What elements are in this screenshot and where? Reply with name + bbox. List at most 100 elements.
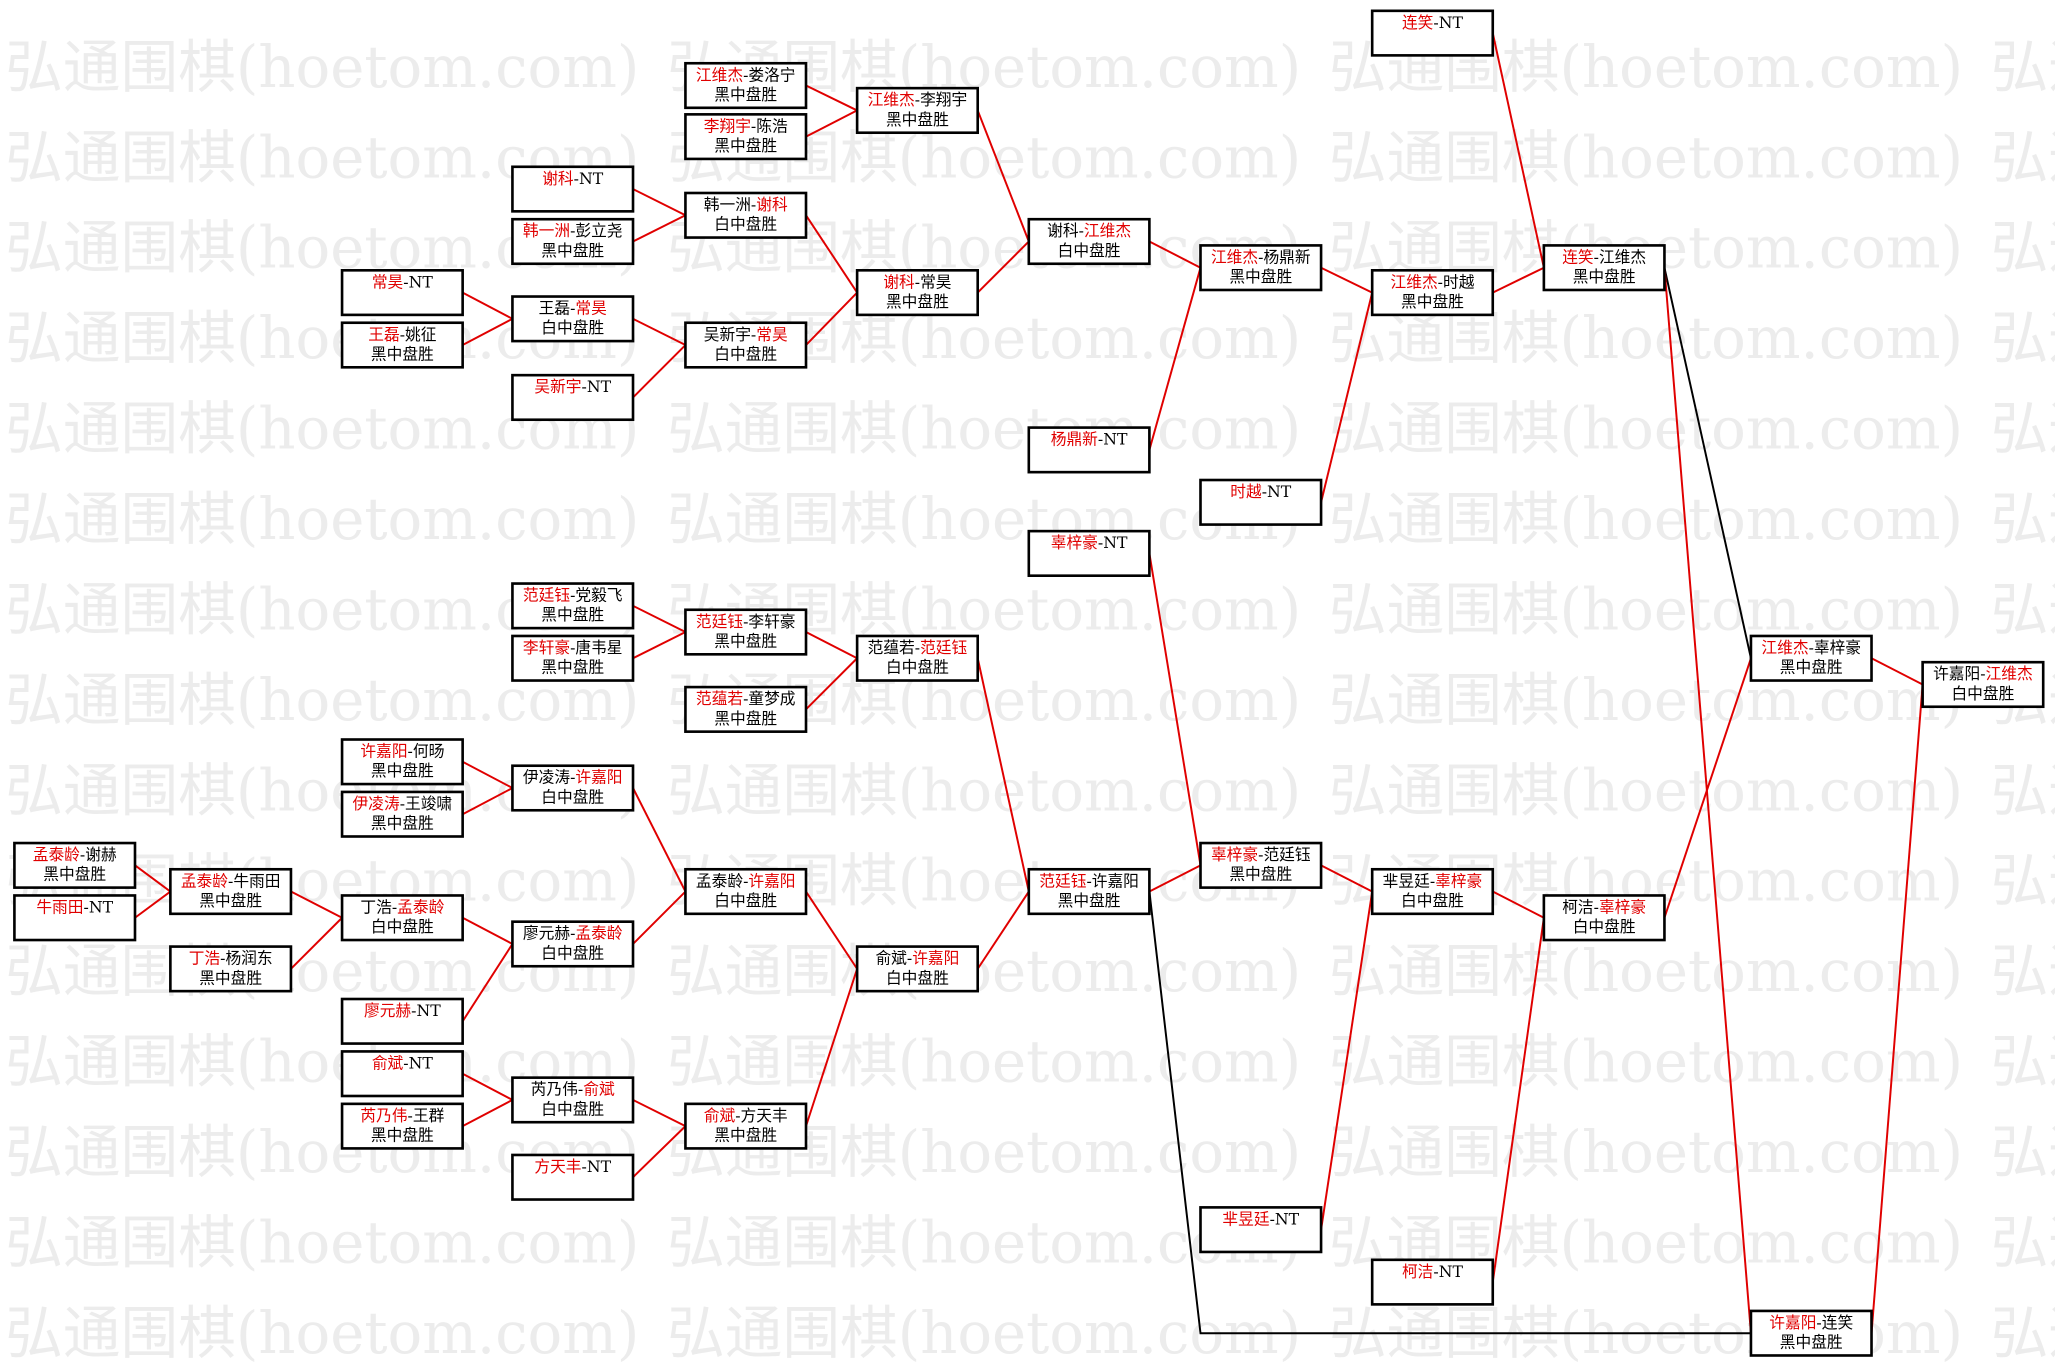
match-result: 白中盘胜 [714, 344, 777, 363]
match-players: 芮乃伟-俞斌 [531, 1080, 615, 1099]
separator: - [1980, 664, 1985, 683]
match-result: 黑中盘胜 [1401, 292, 1464, 311]
match-box: 方天丰-NT [511, 1153, 635, 1201]
match-result: 白中盘胜 [541, 943, 604, 962]
separator: - [1438, 272, 1443, 291]
connector-line [632, 1099, 686, 1128]
match-players: 吴新宇-NT [534, 377, 611, 396]
player-name: 辜梓豪 [1051, 533, 1098, 552]
player-name: 许嘉阳 [1933, 664, 1980, 683]
match-players: 江维杰-辜梓豪 [1761, 638, 1861, 657]
match-players: 伊凌涛-王竣啸 [353, 794, 453, 813]
separator: - [1433, 13, 1438, 32]
player-name: 吴新宇 [534, 377, 581, 396]
player-name: NT [1103, 533, 1128, 552]
match-result: 黑中盘胜 [199, 968, 262, 987]
bracket-connectors [134, 32, 1924, 1335]
player-name: 许嘉阳 [1092, 871, 1139, 890]
player-name: 杨润东 [225, 949, 272, 968]
match-players: 廖元赫-孟泰龄 [523, 924, 623, 943]
match-box: 廖元赫-NT [340, 997, 464, 1045]
match-result: 黑中盘胜 [371, 814, 434, 833]
watermark-text: 弘通围棋(hoetom.com) [667, 937, 1301, 1005]
match-players: 江维杰-杨鼎新 [1211, 247, 1311, 266]
match-result: 黑中盘胜 [714, 709, 777, 728]
watermark-text: 弘通围棋(hoetom.com) [667, 1299, 1301, 1365]
player-name: 范廷钰 [1039, 871, 1086, 890]
separator: - [1594, 247, 1599, 266]
connector-line [632, 317, 686, 346]
separator: - [735, 1106, 740, 1125]
match-result: 黑中盘胜 [1573, 267, 1636, 286]
player-name: 常昊 [756, 325, 788, 344]
connector-line [632, 631, 686, 660]
player-name: 王磊 [368, 325, 399, 344]
player-name: 芮乃伟 [360, 1106, 407, 1125]
player-name: 王群 [413, 1106, 445, 1125]
match-result: 黑中盘胜 [541, 658, 604, 677]
player-name: NT [587, 377, 612, 396]
player-name: 方天丰 [534, 1157, 581, 1176]
watermark-text: 弘通围棋(hoetom.com) [1991, 937, 2055, 1005]
player-name: 姚征 [405, 325, 437, 344]
player-name: 范蕴若 [696, 689, 743, 708]
match-players: 范廷钰-党毅飞 [523, 586, 623, 605]
player-name: 谢科 [756, 195, 788, 214]
match-result: 黑中盘胜 [43, 865, 106, 884]
match-players: 许嘉阳-江维杰 [1933, 664, 2033, 683]
match-box: 牛雨田-NT [13, 894, 137, 942]
player-name: 孟泰龄 [397, 898, 444, 917]
match-players: 芮乃伟-王群 [360, 1106, 444, 1125]
match-players: 辜梓豪-范廷钰 [1211, 845, 1311, 864]
connector-line [1148, 891, 1751, 1335]
watermark-text: 弘通围棋(hoetom.com) [1991, 123, 2055, 191]
match-box: 杨鼎新-NT [1027, 426, 1151, 474]
connector-line [1491, 917, 1545, 1283]
separator: - [743, 612, 748, 631]
match-result: 黑中盘胜 [714, 1126, 777, 1145]
separator: - [574, 169, 579, 188]
separator: - [582, 377, 587, 396]
match-players: 许嘉阳-连笑 [1769, 1313, 1853, 1332]
match-box: 柯洁-NT [1370, 1258, 1495, 1306]
connector-line [1148, 240, 1201, 269]
player-name: 芮乃伟 [531, 1080, 578, 1099]
connector-line [462, 787, 513, 816]
match-players: 杨鼎新-NT [1051, 430, 1128, 449]
match-players: 范廷钰-许嘉阳 [1039, 871, 1139, 890]
match-players: 丁浩-杨润东 [189, 949, 273, 968]
match-players: 伊凌涛-许嘉阳 [523, 768, 623, 787]
separator: - [1258, 247, 1263, 266]
player-name: 江维杰 [1761, 638, 1808, 657]
connector-line [805, 890, 858, 970]
separator: - [1594, 898, 1599, 917]
watermark-text: 弘通围棋(hoetom.com) [1991, 485, 2055, 553]
watermark-text: 弘通围棋(hoetom.com) [667, 1028, 1301, 1096]
separator: - [1809, 638, 1814, 657]
player-name: NT [416, 1001, 441, 1020]
watermark-text: 弘通围棋(hoetom.com) [1329, 937, 1963, 1005]
connector-line [290, 890, 343, 919]
player-name: 芈昱廷 [1222, 1209, 1269, 1228]
match-players: 谢科-NT [542, 169, 604, 188]
match-players: 孟泰龄-许嘉阳 [696, 871, 796, 890]
connector-line [632, 787, 687, 892]
player-name: 丁浩 [360, 898, 392, 917]
match-result: 白中盘胜 [714, 891, 777, 910]
match-result: 黑中盘胜 [371, 344, 434, 363]
connector-line [805, 109, 858, 138]
separator: - [403, 272, 408, 291]
watermark-text: 弘通围棋(hoetom.com) [1329, 395, 1963, 463]
